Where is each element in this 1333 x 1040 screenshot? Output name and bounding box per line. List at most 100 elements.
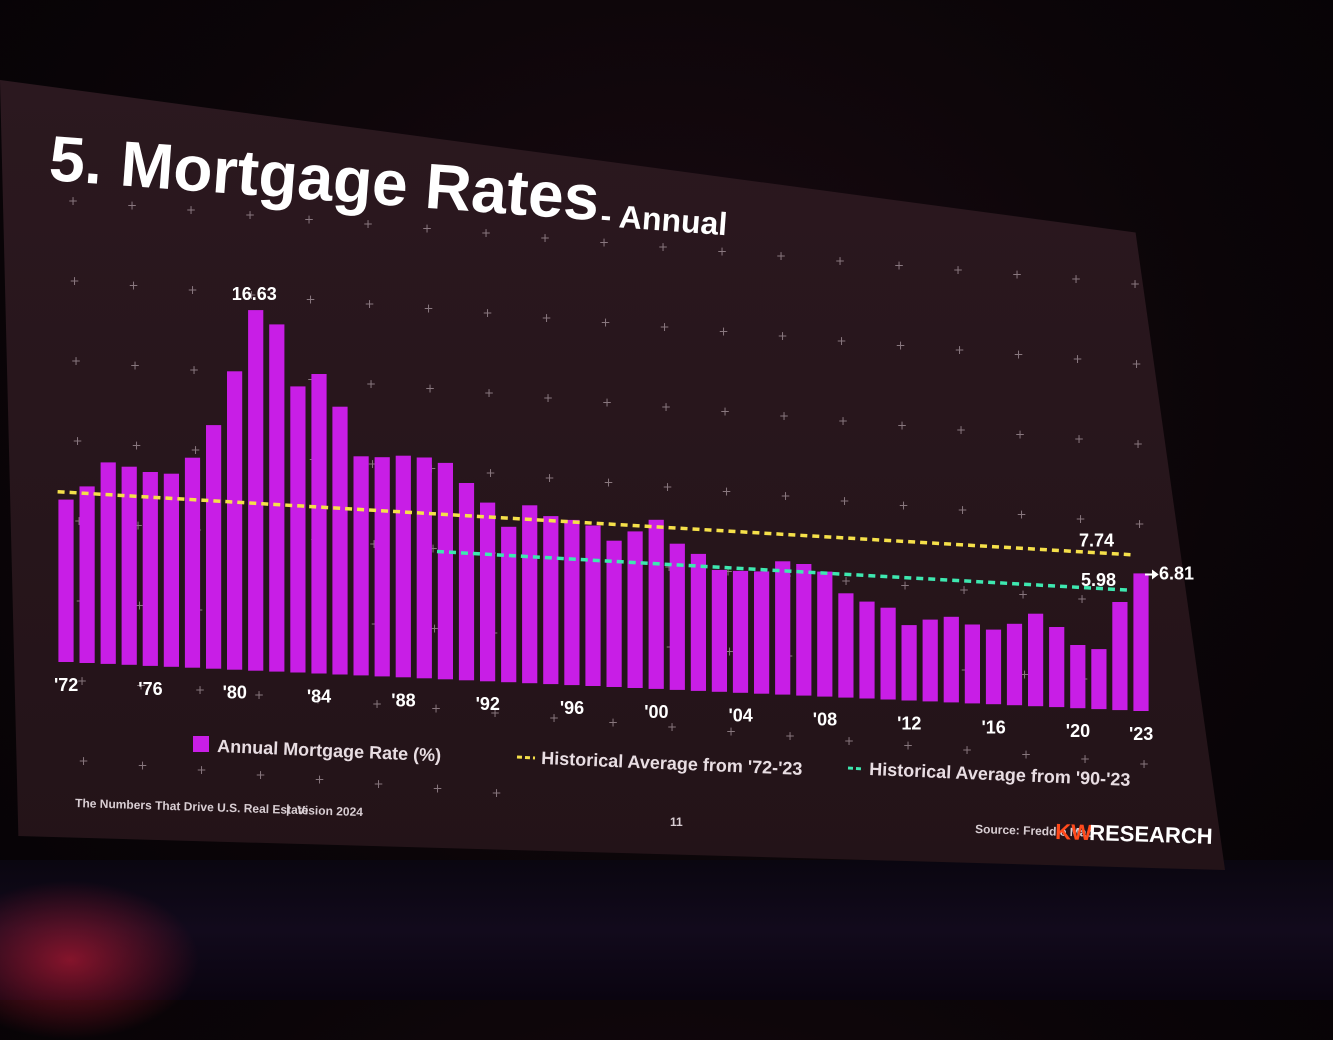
grid-plus-mark: + <box>1076 512 1086 526</box>
grid-plus-mark: + <box>422 222 432 236</box>
bar-1989 <box>416 457 432 679</box>
source-note: Source: Freddie Mac <box>975 822 1094 840</box>
bar-2014 <box>943 616 959 703</box>
x-tick-label: '16 <box>982 717 1006 737</box>
grid-plus-mark: + <box>189 363 199 377</box>
x-tick-label: '80 <box>223 683 247 703</box>
grid-plus-mark: + <box>191 443 201 457</box>
grid-plus-mark: + <box>897 418 907 432</box>
avg-90-23-value-label: 5.98 <box>1081 570 1116 590</box>
slide-title: 5. Mortgage Rates <box>47 122 602 234</box>
avg-90-23-line <box>436 549 1131 592</box>
grid-plus-mark: + <box>660 320 670 334</box>
bar-1995 <box>543 516 559 685</box>
grid-plus-mark: + <box>127 199 137 213</box>
slide-subtitle: - Annual <box>599 197 728 242</box>
bar-1981 <box>248 310 264 671</box>
bar-series <box>58 310 1149 711</box>
x-tick-label: '84 <box>307 687 331 707</box>
bar-2004 <box>732 570 749 693</box>
grid-plus-mark: + <box>1080 752 1090 766</box>
bar-2016 <box>985 629 1002 705</box>
grid-plus-mark: + <box>1135 517 1145 531</box>
bar-2018 <box>1028 613 1044 707</box>
bar-1980 <box>227 371 243 670</box>
grid-plus-mark: + <box>608 715 618 729</box>
grid-plus-mark: + <box>664 560 674 574</box>
grid-plus-mark: + <box>486 466 496 480</box>
bar-1998 <box>606 540 622 687</box>
grid-plus-mark: + <box>900 578 910 592</box>
grid-plus-mark: + <box>953 263 963 277</box>
grid-plus-mark: + <box>1074 432 1084 446</box>
grid-plus-mark: + <box>368 457 378 471</box>
brand-kw: KW <box>1055 819 1093 845</box>
grid-plus-mark: + <box>132 439 142 453</box>
bar-1982 <box>269 324 285 672</box>
bar-1988 <box>395 455 411 678</box>
grid-plus-mark: + <box>549 711 559 725</box>
grid-plus-mark: + <box>304 212 314 226</box>
grid-plus-mark: + <box>79 754 89 768</box>
grid-plus-mark: + <box>844 734 854 748</box>
grid-plus-mark: + <box>1020 668 1030 682</box>
grid-plus-mark: + <box>188 283 198 297</box>
grid-plus-mark: + <box>1018 588 1028 602</box>
bar-2005 <box>754 571 770 694</box>
grid-plus-mark: + <box>1071 272 1081 286</box>
bar-2011 <box>880 607 896 700</box>
bar-2000 <box>648 519 664 689</box>
grid-plus-mark: + <box>661 400 671 414</box>
grid-plus-mark: + <box>138 759 148 773</box>
grid-plus-mark: + <box>1015 428 1025 442</box>
grid-plus-mark: + <box>492 786 502 800</box>
grid-plus-mark: + <box>313 692 323 706</box>
grid-plus-mark: + <box>776 249 786 263</box>
x-tick-label: '04 <box>729 706 753 726</box>
grid-plus-mark: + <box>428 542 438 556</box>
grid-plus-mark: + <box>726 725 736 739</box>
grid-plus-mark: + <box>785 729 795 743</box>
bar-1974 <box>100 462 116 664</box>
grid-plus-mark: + <box>369 537 379 551</box>
grid-plus-mark: + <box>838 414 848 428</box>
grid-plus-mark: + <box>490 706 500 720</box>
grid-plus-mark: + <box>540 231 550 245</box>
grid-plus-mark: + <box>483 306 493 320</box>
legend-bar-label: Annual Mortgage Rate (%) <box>217 736 442 765</box>
bar-1976 <box>142 472 158 666</box>
legend-avg-72-swatch <box>516 755 536 760</box>
bar-1986 <box>353 456 369 676</box>
bar-2017 <box>1006 623 1023 706</box>
grid-plus-mark: + <box>1133 437 1143 451</box>
legend-avg-90-label: Historical Average from '90-'23 <box>869 759 1131 790</box>
bar-1975 <box>121 466 137 665</box>
grid-plus-mark: + <box>1139 757 1149 771</box>
grid-plus-mark: + <box>425 382 435 396</box>
grid-plus-mark: + <box>254 688 264 702</box>
bar-2020 <box>1070 645 1086 709</box>
bar-2006 <box>775 561 791 695</box>
bar-1999 <box>627 531 643 688</box>
legend-bar-swatch <box>193 736 209 752</box>
grid-plus-mark: + <box>366 377 376 391</box>
bar-1997 <box>585 525 601 686</box>
bar-2008 <box>817 571 833 697</box>
grid-plus-mark: + <box>424 302 434 316</box>
grid-plus-mark: + <box>602 395 612 409</box>
bar-1973 <box>79 486 95 663</box>
bar-1996 <box>564 519 580 686</box>
grid-plus-mark: + <box>186 203 196 217</box>
grid-plus-mark: + <box>779 409 789 423</box>
grid-plus-mark: + <box>245 208 255 222</box>
grid-plus-mark: + <box>667 720 677 734</box>
bar-1983 <box>290 386 306 673</box>
grid-plus-mark: + <box>723 565 733 579</box>
grid-plus-mark: + <box>256 768 266 782</box>
bar-2021 <box>1091 649 1107 710</box>
grid-plus-mark: + <box>1021 748 1031 762</box>
bar-1993 <box>501 526 517 683</box>
x-tick-label: '92 <box>476 694 500 714</box>
grid-plus-mark: + <box>433 782 443 796</box>
bar-2015 <box>964 624 980 704</box>
